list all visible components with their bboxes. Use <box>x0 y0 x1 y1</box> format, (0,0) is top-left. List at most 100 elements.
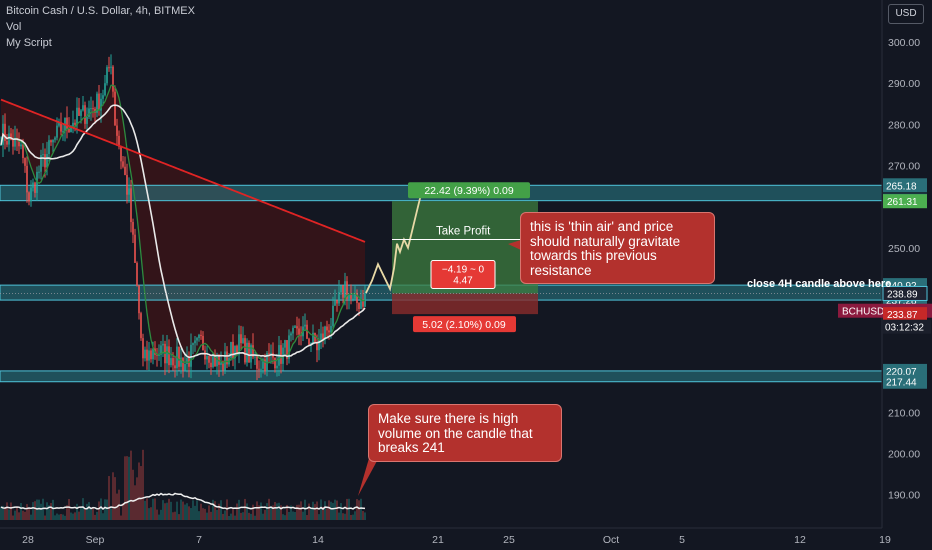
candle-body <box>70 127 72 133</box>
volume-bar <box>142 449 144 520</box>
candle-body <box>346 281 348 299</box>
volume-bar <box>156 509 158 520</box>
volume-bar <box>202 508 204 520</box>
countdown-text: 03:12:32 <box>885 323 924 334</box>
volume-bar <box>132 469 134 520</box>
ma-mid-line <box>0 104 366 359</box>
volume-bar <box>184 504 186 520</box>
time-tick-label: Oct <box>603 534 619 546</box>
candle-body <box>14 137 16 147</box>
volume-bar <box>274 502 276 520</box>
volume-bar <box>164 503 166 520</box>
candle-body <box>114 91 116 126</box>
volume-bar <box>226 499 228 520</box>
zone-price-tag-bg <box>883 363 927 378</box>
candle-body <box>360 301 362 309</box>
candle-body <box>318 339 320 351</box>
volume-bar <box>186 503 188 520</box>
volume-bar <box>246 503 248 520</box>
volume-bar <box>4 506 6 520</box>
time-tick-label: 19 <box>879 534 891 546</box>
script-indicator-label[interactable]: My Script <box>6 37 52 49</box>
sr-zone-3 <box>0 370 883 383</box>
candle-body <box>322 333 324 340</box>
ma-slow-line <box>0 98 366 243</box>
candle-body <box>132 222 134 235</box>
candle-body <box>170 358 172 366</box>
candle-body <box>216 356 218 367</box>
candle-body <box>96 93 98 113</box>
candle-body <box>364 293 366 307</box>
volume-bar <box>138 462 140 520</box>
volume-bar <box>62 514 64 520</box>
candle-body <box>42 154 44 156</box>
candle-body <box>56 125 58 138</box>
volume-bar <box>88 502 90 520</box>
volume-bar <box>68 498 70 520</box>
volume-bar <box>174 511 176 520</box>
candle-body <box>50 140 52 143</box>
volume-bar <box>50 502 52 520</box>
candle-body <box>244 338 246 363</box>
price-marker-text: 238.89 <box>887 289 918 300</box>
volume-bar <box>30 514 32 520</box>
volume-bar <box>208 505 210 520</box>
volume-bar <box>284 515 286 520</box>
volume-bar <box>350 514 352 520</box>
volume-bar <box>268 498 270 520</box>
price-marker-text: 261.31 <box>887 197 918 208</box>
volume-indicator-label[interactable]: Vol <box>6 21 22 33</box>
volume-bar <box>112 472 114 520</box>
candle-body <box>340 285 342 293</box>
candle-body <box>122 161 124 167</box>
volume-bar <box>290 505 292 520</box>
candle-body <box>312 332 314 343</box>
volume-bar <box>96 511 98 520</box>
candle-body <box>182 357 184 371</box>
candle-body <box>58 122 60 126</box>
volume-bar <box>292 511 294 520</box>
time-tick-label: 28 <box>22 534 34 546</box>
candle-body <box>88 108 90 118</box>
volume-bar <box>196 500 198 520</box>
volume-bar <box>56 513 58 520</box>
candle-body <box>104 83 106 96</box>
volume-bar <box>238 499 240 520</box>
volume-bar <box>336 500 338 520</box>
volume-bar <box>0 506 2 520</box>
volume-bar <box>36 499 38 520</box>
price-marker-bg <box>883 194 927 209</box>
candle-body <box>230 341 232 358</box>
volume-bar <box>322 506 324 520</box>
candle-body <box>8 133 10 145</box>
volume-bar <box>64 515 66 520</box>
candle-body <box>80 110 82 116</box>
close-candle-note: close 4H candle above here <box>747 278 892 290</box>
volume-bar <box>230 513 232 520</box>
candle-body <box>84 105 86 124</box>
candle-body <box>308 338 310 345</box>
volume-bar <box>288 511 290 520</box>
candle-body <box>20 144 22 147</box>
time-tick-label: 12 <box>794 534 806 546</box>
volume-bar <box>318 514 320 520</box>
volume-bar <box>236 503 238 520</box>
currency-button[interactable]: USD <box>888 4 924 24</box>
volume-bar <box>308 503 310 520</box>
volume-bar <box>192 500 194 520</box>
candle-body <box>126 174 128 195</box>
candle-body <box>108 67 110 69</box>
volume-bar <box>172 512 174 520</box>
volume-bar <box>54 515 56 520</box>
candle-body <box>226 351 228 365</box>
volume-bar <box>362 511 364 520</box>
volume-bar <box>304 499 306 520</box>
candle-body <box>138 285 140 314</box>
price-tick-label: 270.00 <box>888 160 920 172</box>
candle-body <box>266 352 268 372</box>
volume-bar <box>6 502 8 520</box>
volume-bar <box>216 509 218 520</box>
risk-ratio-bottom: 4.47 <box>453 275 473 286</box>
candle-body <box>224 351 226 371</box>
